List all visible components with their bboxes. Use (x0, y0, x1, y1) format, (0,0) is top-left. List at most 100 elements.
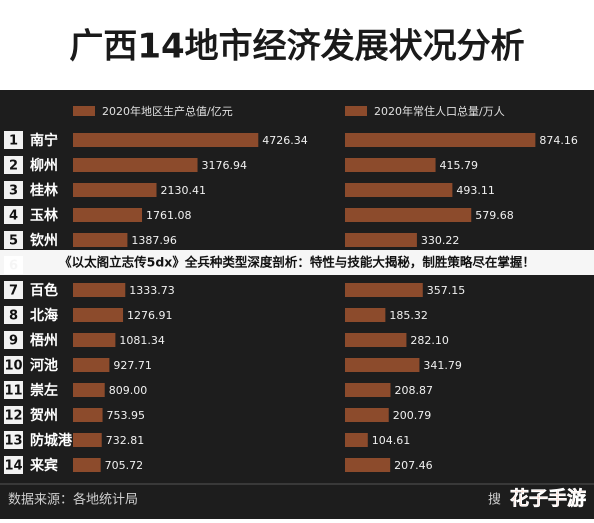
banner: 《以太阁立志传5dx》全兵种类型深度剖析：特性与技能大揭秘，制胜策略尽在掌握！ (59, 255, 535, 270)
category-label: 南宁 (30, 132, 58, 149)
bar (73, 383, 105, 397)
category-label: 钦州 (30, 232, 58, 249)
bar (73, 133, 259, 147)
bar (73, 233, 128, 247)
value-label: 2130.41 (161, 184, 207, 197)
value-label: 874.16 (539, 134, 578, 147)
rank-box (4, 306, 23, 324)
bar (345, 308, 386, 322)
bar (345, 458, 391, 472)
bar (73, 158, 198, 172)
rank: 13 (4, 434, 22, 449)
bar (345, 433, 368, 447)
chart-title: 广西14地市经济发展状况分析 (69, 27, 524, 67)
value-label: 4726.34 (262, 134, 308, 147)
rank: 5 (9, 234, 18, 249)
value-label: 330.22 (421, 234, 460, 247)
rank: 14 (4, 459, 22, 474)
source: 数据来源：各地统计局 (8, 492, 138, 508)
search-fragment: 搜 (488, 493, 501, 508)
bar (345, 233, 417, 247)
value-label: 493.11 (456, 184, 495, 197)
value-label: 1761.08 (146, 209, 192, 222)
bar (345, 383, 391, 397)
bar (345, 158, 436, 172)
plot: 1南宁2柳州3桂林4玉林5钦州67百色8北海9梧州10河池11崇左12贺州13防… (4, 104, 578, 474)
value-label: 282.10 (410, 334, 449, 347)
value-label: 207.46 (394, 459, 433, 472)
watermark: 花子手游 (510, 487, 586, 510)
rank-box (4, 156, 23, 174)
bar (345, 183, 453, 197)
bar (73, 183, 157, 197)
rank-box (4, 431, 23, 449)
bar (345, 358, 420, 372)
value-label: 200.79 (393, 409, 432, 422)
rank: 8 (9, 309, 18, 324)
value-label: 341.79 (423, 359, 462, 372)
rank-box (4, 331, 23, 349)
category-label: 玉林 (30, 207, 58, 224)
rank-box (4, 406, 23, 424)
category-label: 崇左 (30, 382, 58, 399)
value-label: 357.15 (427, 284, 466, 297)
rank-box (4, 181, 23, 199)
value-label: 1387.96 (131, 234, 177, 247)
rank-box (4, 356, 23, 374)
value-label: 1276.91 (127, 309, 173, 322)
category-label: 北海 (30, 307, 58, 324)
rank-box (4, 231, 23, 249)
bar (73, 458, 101, 472)
category-label: 柳州 (30, 157, 58, 174)
banner-bg (0, 250, 594, 275)
category-label: 防城港 (30, 432, 73, 449)
title-area (0, 0, 594, 90)
bar (73, 333, 116, 347)
bar (345, 133, 536, 147)
category-label: 河池 (30, 357, 58, 374)
value-label: 415.79 (440, 159, 479, 172)
value-label: 927.71 (113, 359, 152, 372)
value-label: 809.00 (109, 384, 148, 397)
legend-label: 2020年常住人口总量/万人 (374, 104, 505, 118)
value-label: 1081.34 (119, 334, 164, 347)
category-label: 梧州 (30, 332, 58, 349)
bar (345, 408, 389, 422)
rank-box (4, 281, 23, 299)
value-label: 104.61 (372, 434, 411, 447)
bar (73, 358, 110, 372)
bar (73, 208, 143, 222)
bar (73, 283, 126, 297)
rank-box (4, 381, 23, 399)
rank: 3 (9, 184, 18, 199)
bar (345, 333, 407, 347)
rank: 4 (9, 209, 18, 224)
category-label: 桂林 (29, 182, 58, 199)
bar (73, 308, 124, 322)
rank-box (4, 206, 23, 224)
category-label: 来宾 (29, 457, 58, 474)
value-label: 732.81 (106, 434, 145, 447)
bar (345, 208, 472, 222)
bar (345, 283, 423, 297)
category-label: 百色 (30, 282, 58, 299)
legend-swatch (345, 106, 367, 116)
legend-swatch (73, 106, 95, 116)
bar (73, 433, 102, 447)
category-label: 贺州 (29, 407, 58, 424)
rank: 11 (4, 384, 22, 399)
value-label: 1333.73 (129, 284, 175, 297)
rank: 2 (9, 159, 18, 174)
bar (73, 408, 103, 422)
rank-box (4, 456, 23, 474)
rank: 9 (9, 334, 18, 349)
rank-box (4, 131, 23, 149)
rank: 10 (4, 359, 22, 374)
legend-label: 2020年地区生产总值/亿元 (102, 104, 233, 118)
value-label: 705.72 (105, 459, 143, 472)
value-label: 185.32 (389, 309, 428, 322)
value-label: 3176.94 (202, 159, 248, 172)
value-label: 208.87 (394, 384, 433, 397)
rank: 12 (4, 409, 22, 424)
